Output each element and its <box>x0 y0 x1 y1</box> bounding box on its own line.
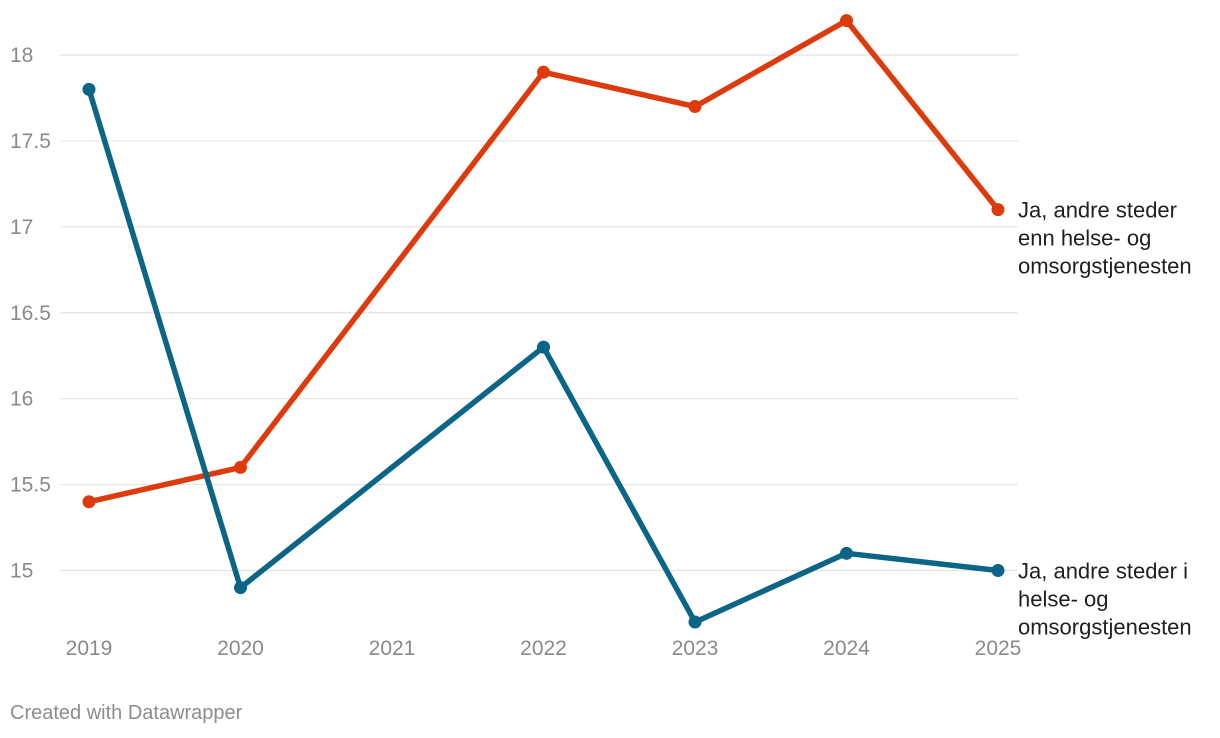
line-chart: 15 15.5 16 16.5 17 17.5 18 2019 2020 2021 2022 202… <box>10 14 1192 660</box>
data-point <box>537 65 550 79</box>
grid-lines <box>60 54 1018 572</box>
y-tick-label: 18 <box>10 44 33 67</box>
x-tick-label: 2025 <box>975 637 1022 660</box>
y-axis-ticks: 15 15.5 16 16.5 17 17.5 18 <box>10 44 51 583</box>
credit-text: Created with Datawrapper <box>10 702 243 724</box>
series-label-line: omsorgstjenesten <box>1018 615 1192 640</box>
y-tick-label: 17 <box>10 216 33 239</box>
data-point <box>840 14 853 28</box>
series-label-line: Ja, andre steder i <box>1018 559 1188 584</box>
x-tick-label: 2022 <box>520 637 567 660</box>
y-tick-label: 17.5 <box>10 130 51 153</box>
series-label: Ja, andre steder i helse- og omsorgstjenes… <box>1018 559 1192 640</box>
x-tick-label: 2021 <box>369 637 416 660</box>
x-axis-ticks: 2019 2020 2021 2022 2023 2024 2025 <box>66 637 1022 660</box>
x-tick-label: 2024 <box>823 637 870 660</box>
series-group <box>82 14 1005 629</box>
data-point <box>991 564 1005 577</box>
series-label-line: omsorgstjenesten <box>1018 254 1192 279</box>
x-tick-label: 2023 <box>672 637 719 660</box>
series-label: Ja, andre steder enn helse- og omsorgstjen… <box>1018 198 1192 279</box>
x-tick-label: 2020 <box>217 637 264 660</box>
data-point <box>82 82 96 96</box>
data-point <box>991 203 1005 217</box>
data-point <box>688 100 702 114</box>
series-label-line: Ja, andre steder <box>1018 198 1177 223</box>
data-point <box>234 460 247 474</box>
y-tick-label: 16.5 <box>10 302 51 325</box>
data-point <box>537 340 550 354</box>
data-point <box>82 495 96 509</box>
series-labels: Ja, andre steder enn helse- og omsorgstjen… <box>1018 198 1192 640</box>
y-tick-label: 15.5 <box>10 474 51 497</box>
data-point <box>234 581 247 595</box>
series-line <box>86 17 1001 505</box>
data-point <box>840 546 853 560</box>
series-label-line: enn helse- og <box>1018 226 1151 251</box>
series-label-line: helse- og <box>1018 587 1109 612</box>
data-point <box>688 615 702 629</box>
x-tick-label: 2019 <box>66 637 113 660</box>
series-line <box>86 86 1001 625</box>
y-tick-label: 15 <box>10 560 33 583</box>
y-tick-label: 16 <box>10 388 33 411</box>
